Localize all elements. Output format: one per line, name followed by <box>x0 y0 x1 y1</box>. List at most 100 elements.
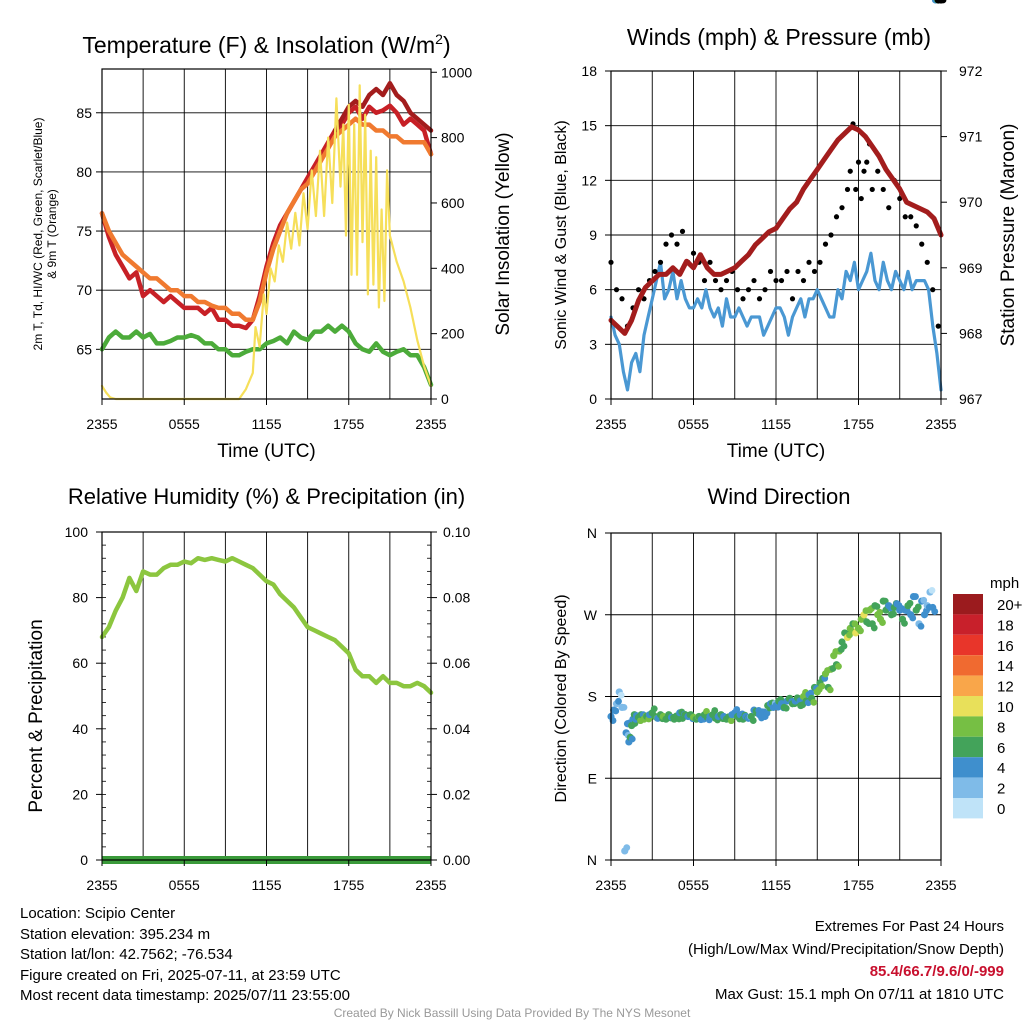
winds-gust-point <box>663 241 669 247</box>
direction-point <box>879 619 886 626</box>
temperature-ytick-label: 65 <box>76 341 92 357</box>
winds-ytick-label: 9 <box>589 227 597 243</box>
station-latlon: Station lat/lon: 42.7562; -76.534 <box>20 946 233 963</box>
temperature-xlabel: Time (UTC) <box>217 441 316 462</box>
direction-point <box>939 0 947 4</box>
temperature-title-end: ) <box>443 32 451 58</box>
direction-panel: N E S W N 2355 0555 1155 1755 2355 Wind Direction D… <box>553 0 1023 893</box>
direction-legend-swatch <box>953 594 983 615</box>
winds-series-pressure <box>608 124 944 336</box>
winds-xtick-label: 2355 <box>925 416 956 432</box>
winds-gust-point <box>718 287 724 293</box>
direction-point <box>703 707 710 715</box>
winds-gust-point <box>864 159 870 165</box>
humidity-y2tick-label: 0.02 <box>443 786 470 802</box>
winds-gust-point <box>853 186 859 193</box>
temperature-y2tick-label: 0 <box>441 391 449 407</box>
winds-gust-point <box>880 186 886 193</box>
direction-point <box>835 662 842 670</box>
humidity-xtick-label: 0555 <box>169 877 200 893</box>
direction-legend-label: 10 <box>997 699 1014 716</box>
temperature-y2tick-label: 600 <box>441 195 465 211</box>
direction-xtick-label: 1755 <box>843 877 874 893</box>
winds-y2label-text: Station Pressure (Maroon) <box>998 124 1019 347</box>
direction-point <box>620 704 628 711</box>
max-gust: Max Gust: 15.1 mph On 07/11 at 1810 UTC <box>714 985 1004 1003</box>
credit-line: Created By Nick Bassill Using Data Provi… <box>333 1006 691 1020</box>
direction-legend-label: 16 <box>997 638 1014 655</box>
temperature-panel: 65 70 75 80 85 0 200 400 600 800 1000 2355 0555 1155 1… <box>31 31 514 462</box>
temperature-xtick-label: 1755 <box>333 416 364 432</box>
winds-gust-point <box>740 296 746 302</box>
humidity-series-rh <box>99 555 434 695</box>
winds-gust-point <box>657 259 664 265</box>
winds-gust-point <box>767 268 774 275</box>
direction-legend-label: 6 <box>997 740 1005 757</box>
winds-gust-point <box>613 287 620 293</box>
direction-legend-label: 18 <box>997 617 1014 634</box>
direction-legend-swatch <box>953 736 983 758</box>
direction-legend-swatch <box>953 777 983 798</box>
direction-legend-swatch <box>953 614 983 635</box>
winds-xtick-label: 0555 <box>678 416 709 432</box>
direction-point <box>807 689 815 697</box>
winds-gust-point <box>861 168 867 174</box>
direction-legend-title: mph <box>990 575 1019 592</box>
direction-point <box>628 735 636 743</box>
winds-y2tick-label: 969 <box>959 260 983 276</box>
winds-gust-point <box>690 250 697 256</box>
winds-gust-point <box>897 195 903 202</box>
temperature-y2tick-label: 400 <box>441 260 465 276</box>
winds-gust-point <box>858 195 864 202</box>
winds-gust-point <box>635 287 642 293</box>
humidity-ytick-label: 20 <box>72 786 88 802</box>
extremes-heading: Extremes For Past 24 Hours <box>814 918 1004 935</box>
temperature-y2label: Solar Insolation (Yellow) <box>493 132 514 335</box>
extremes-panel: Extremes For Past 24 Hours (High/Low/Max… <box>688 916 1004 1006</box>
direction-point <box>870 624 878 632</box>
direction-point <box>914 603 922 611</box>
direction-point <box>617 691 625 699</box>
winds-ytick-label: 3 <box>589 336 597 352</box>
winds-gust-point <box>679 228 686 234</box>
winds-gust-point <box>913 223 919 229</box>
winds-ytick-label: 12 <box>581 172 597 188</box>
winds-gust-point <box>674 241 680 247</box>
winds-gust-point <box>734 287 741 293</box>
direction-ylabel: Direction (Colored By Speed) <box>553 594 570 802</box>
direction-legend-label: 14 <box>997 658 1014 675</box>
winds-xtick-label: 1155 <box>761 416 791 432</box>
temperature-ytick-label: 85 <box>76 105 92 121</box>
winds-gust-point <box>822 241 829 247</box>
winds-ytick-label: 15 <box>581 118 597 134</box>
winds-gust-point <box>784 268 790 275</box>
winds-gust-point <box>795 268 801 275</box>
winds-ytick-label: 6 <box>589 282 597 298</box>
temperature-xtick-label: 1155 <box>251 416 281 432</box>
direction-point <box>890 610 897 618</box>
direction-legend-label: 12 <box>997 679 1014 696</box>
winds-title: Winds (mph) & Pressure (mb) <box>627 24 931 50</box>
humidity-xtick-label: 2355 <box>415 877 446 893</box>
direction-legend-label: 4 <box>997 760 1005 777</box>
winds-gust-point <box>756 296 763 302</box>
direction-point <box>909 614 917 622</box>
direction-point <box>650 705 658 713</box>
humidity-y2tick-label: 0.10 <box>443 524 470 540</box>
direction-point <box>928 587 936 594</box>
winds-xtick-label: 2355 <box>595 416 626 432</box>
winds-gust-point <box>886 205 892 211</box>
direction-legend-swatch <box>953 757 983 778</box>
winds-ylabel-text: Sonic Wind & Gust (Blue, Black) <box>553 120 570 349</box>
winds-y2tick-label: 967 <box>959 391 983 407</box>
humidity-ylabel: Percent & Precipitation <box>26 619 47 812</box>
direction-point <box>782 704 790 712</box>
winds-gust-point <box>668 232 675 238</box>
direction-point <box>711 707 719 714</box>
extremes-values: 85.4/66.7/9.6/0/-999 <box>869 963 1004 980</box>
winds-gust-point <box>855 159 862 165</box>
winds-gust-point <box>919 241 925 247</box>
temperature-title-main: Temperature (F) & Insolation (W/m <box>82 32 435 58</box>
winds-y2tick-label: 972 <box>959 63 983 79</box>
